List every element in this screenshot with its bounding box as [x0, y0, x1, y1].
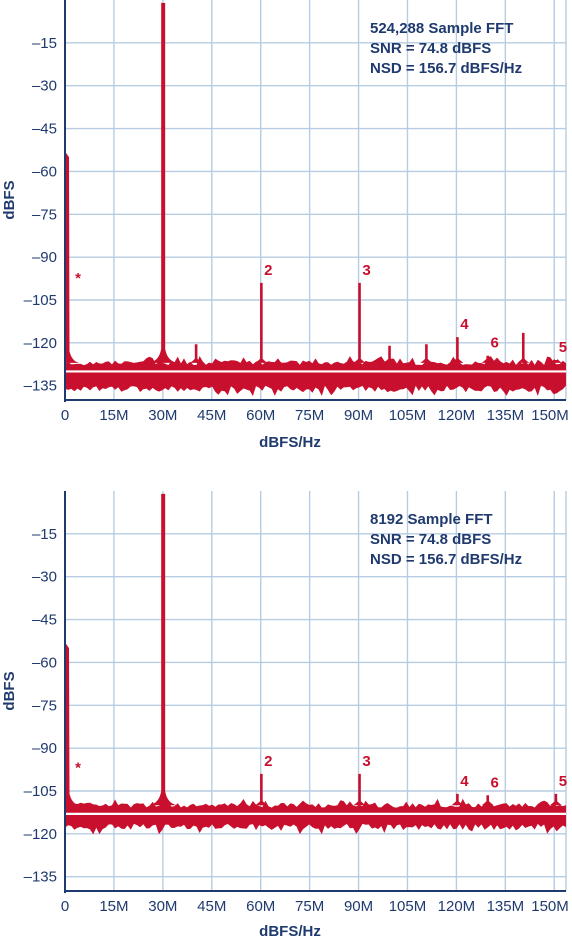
noise-floor — [65, 798, 566, 835]
y-tick-label: –45 — [32, 121, 57, 138]
y-tick-label: –30 — [32, 78, 57, 95]
annotation-line: NSD = 156.7 dBFS/Hz — [370, 551, 522, 568]
annotation-line: 8192 Sample FFT — [370, 511, 493, 528]
spur — [451, 337, 464, 363]
y-axis-title: dBFS — [1, 180, 18, 219]
annotation-line: NSD = 156.7 dBFS/Hz — [370, 60, 522, 77]
harmonic-label: 2 — [264, 753, 272, 770]
y-tick-label: –90 — [32, 740, 57, 757]
y-tick-label: –105 — [24, 783, 57, 800]
y-tick-label: –60 — [32, 163, 57, 180]
spur — [481, 795, 494, 806]
spur — [255, 282, 268, 363]
annotation-line: SNR = 74.8 dBFS — [370, 40, 491, 57]
x-tick-label: 30M — [148, 407, 177, 424]
y-axis-title: dBFS — [1, 671, 18, 710]
dc-marker-label: * — [75, 270, 81, 287]
y-tick-label: –105 — [24, 292, 57, 309]
x-tick-label: 120M — [438, 898, 476, 915]
spur — [549, 793, 562, 806]
dc-marker-label: * — [75, 759, 81, 776]
harmonic-label: 3 — [362, 753, 370, 770]
x-tick-label: 105M — [389, 407, 427, 424]
spur — [420, 344, 433, 363]
x-axis-title: dBFS/Hz — [259, 434, 321, 451]
spur-fundamental — [149, 493, 178, 806]
y-tick-label: –75 — [32, 697, 57, 714]
harmonic-label: 4 — [460, 773, 469, 790]
spurs: * 2 3 4 6 5 — [65, 2, 567, 363]
annotation-box: 8192 Sample FFT SNR = 74.8 dBFS NSD = 156.… — [370, 511, 522, 568]
x-tick-label: 0 — [61, 898, 69, 915]
spur — [255, 773, 268, 806]
y-tick-label: –30 — [32, 569, 57, 586]
annotation-line: 524,288 Sample FFT — [370, 20, 513, 37]
harmonic-label: 2 — [264, 262, 272, 279]
spur — [481, 355, 494, 363]
x-tick-label: 0 — [61, 407, 69, 424]
spur-dc — [65, 151, 79, 363]
y-tick-label: –75 — [32, 206, 57, 223]
x-tick-label: 150M — [531, 407, 569, 424]
annotation-line: SNR = 74.8 dBFS — [370, 531, 491, 548]
spur — [353, 773, 366, 806]
annotation-box: 524,288 Sample FFT SNR = 74.8 dBFS NSD = 1… — [370, 20, 522, 77]
grid — [64, 0, 567, 400]
x-tick-label: 30M — [148, 898, 177, 915]
y-tick-label: –15 — [32, 35, 57, 52]
spur-dc — [65, 642, 79, 806]
harmonic-label: 6 — [491, 774, 499, 791]
x-tick-label: 75M — [295, 898, 324, 915]
x-axis-title: dBFS/Hz — [259, 923, 321, 940]
spur — [190, 344, 203, 363]
x-tick-label: 15M — [99, 898, 128, 915]
spur — [383, 345, 396, 363]
harmonic-label: 5 — [559, 339, 567, 356]
spur-fundamental — [149, 2, 178, 363]
y-tick-label: –135 — [24, 378, 57, 395]
x-tick-label: 90M — [344, 898, 373, 915]
noise-floor — [65, 356, 566, 396]
x-tick-label: 105M — [389, 898, 427, 915]
x-tick-label: 75M — [295, 407, 324, 424]
harmonic-label: 4 — [460, 316, 469, 333]
x-tick-label: 45M — [197, 407, 226, 424]
y-tick-label: –120 — [24, 826, 57, 843]
y-tick-label: –120 — [24, 335, 57, 352]
y-tick-label: –45 — [32, 612, 57, 629]
y-tick-label: –15 — [32, 526, 57, 543]
harmonic-label: 5 — [559, 773, 567, 790]
x-tick-label: 45M — [197, 898, 226, 915]
x-tick-label: 135M — [487, 898, 525, 915]
y-tick-label: –60 — [32, 654, 57, 671]
spur — [549, 358, 562, 363]
spur — [451, 793, 464, 806]
x-tick-label: 60M — [246, 407, 275, 424]
spurs: * 2 3 4 6 5 — [65, 493, 567, 806]
harmonic-label: 3 — [362, 262, 370, 279]
x-tick-label: 150M — [531, 898, 569, 915]
x-tick-label: 15M — [99, 407, 128, 424]
spur — [353, 282, 366, 363]
y-tick-label: –90 — [32, 249, 57, 266]
x-tick-label: 60M — [246, 898, 275, 915]
y-tick-label: –135 — [24, 869, 57, 886]
spur — [517, 332, 530, 363]
harmonic-label: 6 — [491, 335, 499, 352]
x-tick-label: 120M — [438, 407, 476, 424]
x-tick-label: 90M — [344, 407, 373, 424]
x-tick-label: 135M — [487, 407, 525, 424]
